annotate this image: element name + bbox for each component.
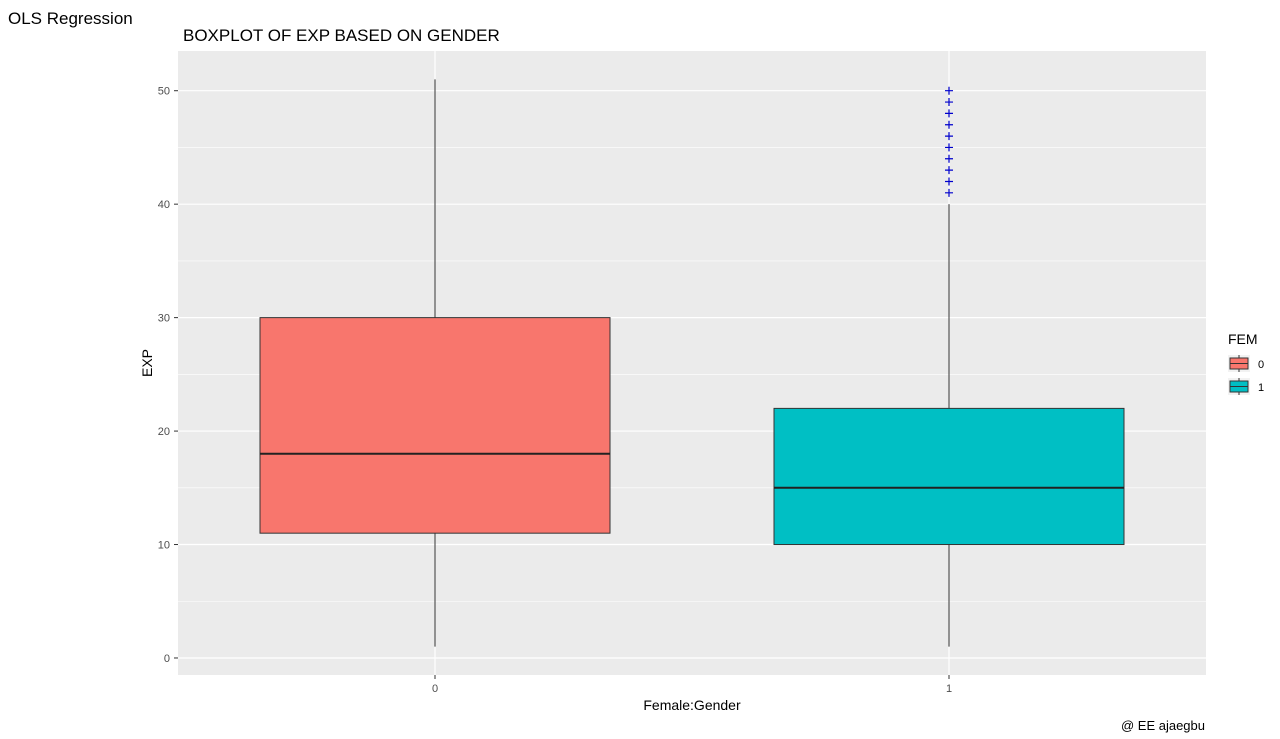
outlier-point xyxy=(945,132,953,141)
y-tick-label: 50 xyxy=(158,86,170,98)
outlier-point xyxy=(945,109,953,118)
app-title: OLS Regression xyxy=(8,9,133,28)
outlier-point xyxy=(945,120,953,129)
outlier-point xyxy=(945,188,953,197)
y-axis-title: EXP xyxy=(139,349,155,377)
box-group-1 xyxy=(773,86,1125,647)
outlier-point xyxy=(945,177,953,186)
legend-key-1 xyxy=(1228,378,1250,395)
box-iqr xyxy=(773,407,1125,546)
outlier-point xyxy=(945,86,953,95)
legend-label: 0 xyxy=(1258,359,1264,371)
outlier-point xyxy=(945,143,953,152)
y-tick-label: 30 xyxy=(158,313,170,325)
boxes xyxy=(259,79,1125,647)
legend: FEM 0 1 xyxy=(1228,331,1264,395)
outlier-point xyxy=(945,98,953,107)
legend-key-0 xyxy=(1228,355,1250,372)
y-axis: 0 10 20 30 40 50 xyxy=(158,86,178,665)
box-group-0 xyxy=(259,79,611,647)
chart-title: BOXPLOT OF EXP BASED ON GENDER xyxy=(183,26,500,45)
y-tick-label: 40 xyxy=(158,199,170,211)
credit-text: @ EE ajaegbu xyxy=(1120,718,1205,733)
box-iqr xyxy=(259,317,611,534)
y-tick-label: 0 xyxy=(164,653,170,665)
x-tick-label: 0 xyxy=(432,683,438,695)
legend-label: 1 xyxy=(1258,382,1264,394)
x-axis-title: Female:Gender xyxy=(643,697,741,713)
y-tick-label: 10 xyxy=(158,540,170,552)
legend-title: FEM xyxy=(1228,331,1258,347)
outlier-point xyxy=(945,154,953,163)
y-tick-label: 20 xyxy=(158,426,170,438)
x-tick-label: 1 xyxy=(946,683,952,695)
outlier-point xyxy=(945,166,953,175)
